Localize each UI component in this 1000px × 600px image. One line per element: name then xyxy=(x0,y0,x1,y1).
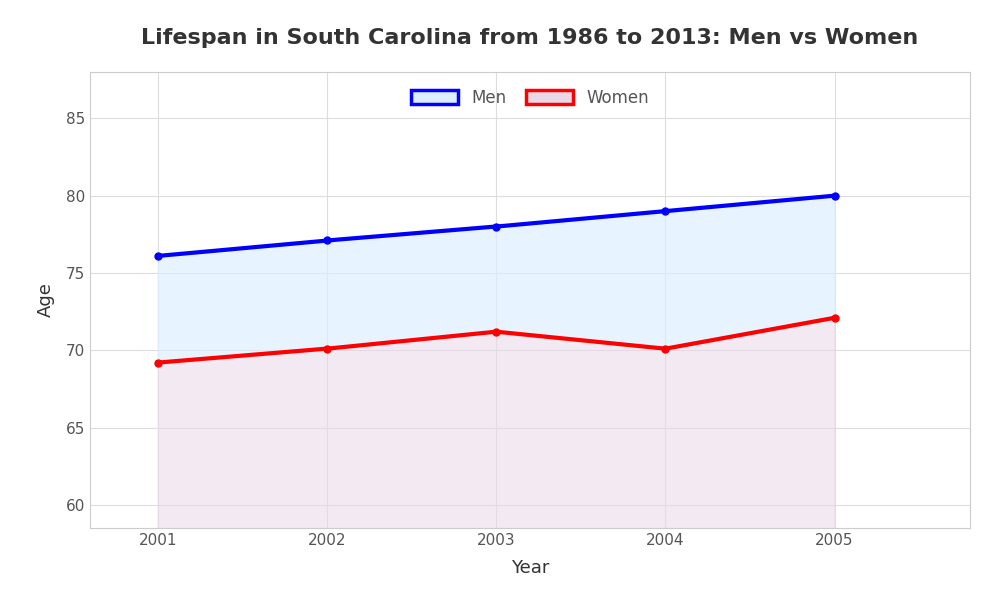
X-axis label: Year: Year xyxy=(511,559,549,577)
Y-axis label: Age: Age xyxy=(37,283,55,317)
Title: Lifespan in South Carolina from 1986 to 2013: Men vs Women: Lifespan in South Carolina from 1986 to … xyxy=(141,28,919,48)
Legend: Men, Women: Men, Women xyxy=(403,80,657,115)
